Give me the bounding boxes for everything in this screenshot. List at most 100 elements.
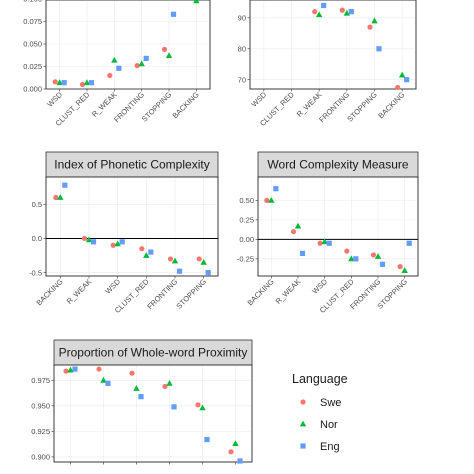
data-point-nor — [321, 238, 328, 245]
data-point-swe — [264, 197, 270, 203]
x-tick-label: BACKING — [35, 277, 65, 307]
legend-key-swe — [300, 399, 306, 405]
data-point-eng — [88, 80, 95, 86]
data-point-nor — [193, 0, 200, 4]
data-point-nor — [111, 56, 118, 63]
y-tick-label: 0.00 — [239, 235, 254, 244]
data-point-swe — [367, 24, 373, 30]
y-tick-label: 0.0 — [32, 234, 42, 243]
y-tick-label: 0.000 — [23, 85, 42, 94]
data-point-eng — [404, 77, 410, 83]
data-point-eng — [148, 249, 154, 255]
data-point-eng — [326, 240, 332, 246]
data-point-eng — [348, 9, 354, 15]
data-point-nor — [114, 240, 121, 247]
data-point-swe — [52, 79, 58, 85]
data-point-eng — [237, 458, 243, 464]
y-tick-label: 0.925 — [31, 427, 50, 436]
data-point-nor — [67, 366, 74, 373]
plot-area — [249, 0, 417, 90]
x-tick-label: STOPPING — [140, 90, 174, 124]
data-point-eng — [119, 239, 125, 245]
data-point-nor — [374, 253, 382, 259]
data-point-nor — [166, 379, 173, 386]
data-point-swe — [110, 242, 116, 248]
data-point-nor — [138, 60, 145, 67]
data-point-eng — [376, 46, 382, 52]
y-tick-label: 0.900 — [31, 453, 50, 462]
data-point-swe — [339, 7, 345, 13]
panel-5: Proportion of Whole-word Proximity 0.900 0… — [31, 339, 253, 465]
y-tick-label: 0.975 — [31, 376, 50, 385]
data-point-swe — [395, 84, 401, 91]
x-tick-label: R_WEAK — [274, 277, 303, 306]
data-point-nor — [100, 376, 107, 383]
y-tick-label: -0.25 — [237, 255, 254, 264]
data-point-eng — [204, 436, 210, 443]
data-point-nor — [199, 404, 206, 411]
data-point-eng — [406, 240, 412, 246]
data-point-eng — [62, 182, 68, 188]
data-point-swe — [344, 248, 350, 254]
y-tick-label: -0.5 — [29, 268, 42, 277]
data-point-swe — [228, 449, 234, 455]
panel-1: 0.0000.0250.0500.0750.100WSDCLUST_REDR_W… — [23, 0, 211, 128]
data-point-swe — [96, 366, 102, 372]
data-point-swe — [107, 72, 113, 79]
data-point-swe — [195, 402, 201, 408]
data-point-nor — [401, 267, 408, 273]
panel-4: Word Complexity Measure -0.25 0.00 0.25 0.50… — [237, 151, 419, 315]
data-point-eng — [273, 186, 279, 192]
panel-strip — [53, 339, 253, 366]
legend-key-nor — [299, 420, 307, 427]
panel-3: Index of Phonetic Complexity -0.5 0.0 0.5 BA… — [29, 151, 219, 315]
data-point-eng — [379, 261, 386, 267]
data-point-swe — [312, 9, 318, 15]
y-tick-label: 80 — [238, 44, 246, 53]
data-point-swe — [79, 81, 86, 88]
x-tick-label: WSD — [310, 277, 329, 296]
x-tick-label: WSD — [250, 90, 269, 109]
y-tick-label: 0.25 — [239, 216, 254, 225]
panel-2: 708090WSDCLUST_REDR_WEAKFRONTINGSTOPPING… — [238, 0, 417, 128]
data-point-nor — [57, 194, 64, 200]
legend-label-nor: Nor — [320, 419, 338, 431]
data-point-eng — [170, 11, 177, 17]
x-tick-label: BACKING — [246, 277, 276, 307]
data-point-swe — [162, 383, 168, 390]
x-tick-label: BACKING — [376, 90, 406, 120]
legend-key-eng — [300, 443, 306, 449]
data-point-eng — [138, 394, 144, 400]
panel-title: Word Complexity Measure — [267, 158, 408, 172]
data-point-swe — [161, 46, 168, 53]
data-point-nor — [268, 196, 275, 203]
y-tick-label: 0.100 — [23, 0, 42, 4]
data-point-eng — [321, 2, 327, 9]
data-point-nor — [171, 257, 179, 264]
x-tick-label: WSD — [103, 277, 122, 296]
data-point-swe — [63, 368, 69, 374]
legend-label-swe: Swe — [320, 397, 341, 409]
data-point-eng — [299, 250, 306, 256]
data-point-eng — [176, 268, 183, 274]
data-point-nor — [343, 9, 351, 16]
x-tick-label: FRONTING — [145, 277, 179, 311]
y-tick-label: 0.025 — [23, 62, 42, 71]
data-point-nor — [56, 79, 63, 86]
y-tick-label: 90 — [238, 14, 246, 23]
data-point-nor — [85, 236, 93, 243]
y-tick-label: 0.50 — [239, 196, 254, 205]
x-tick-label: R_WEAK — [65, 277, 94, 306]
x-tick-label: STOPPING — [345, 90, 379, 124]
data-point-nor — [200, 258, 207, 265]
y-tick-label: 70 — [238, 75, 246, 84]
data-point-eng — [105, 380, 111, 386]
data-point-swe — [81, 235, 88, 242]
data-point-swe — [317, 240, 323, 246]
y-tick-label: 0.950 — [31, 402, 50, 411]
data-point-nor — [232, 440, 239, 447]
data-point-nor — [315, 11, 323, 18]
data-point-eng — [72, 366, 78, 372]
data-point-eng — [90, 239, 97, 245]
legend-title: Language — [292, 372, 348, 386]
